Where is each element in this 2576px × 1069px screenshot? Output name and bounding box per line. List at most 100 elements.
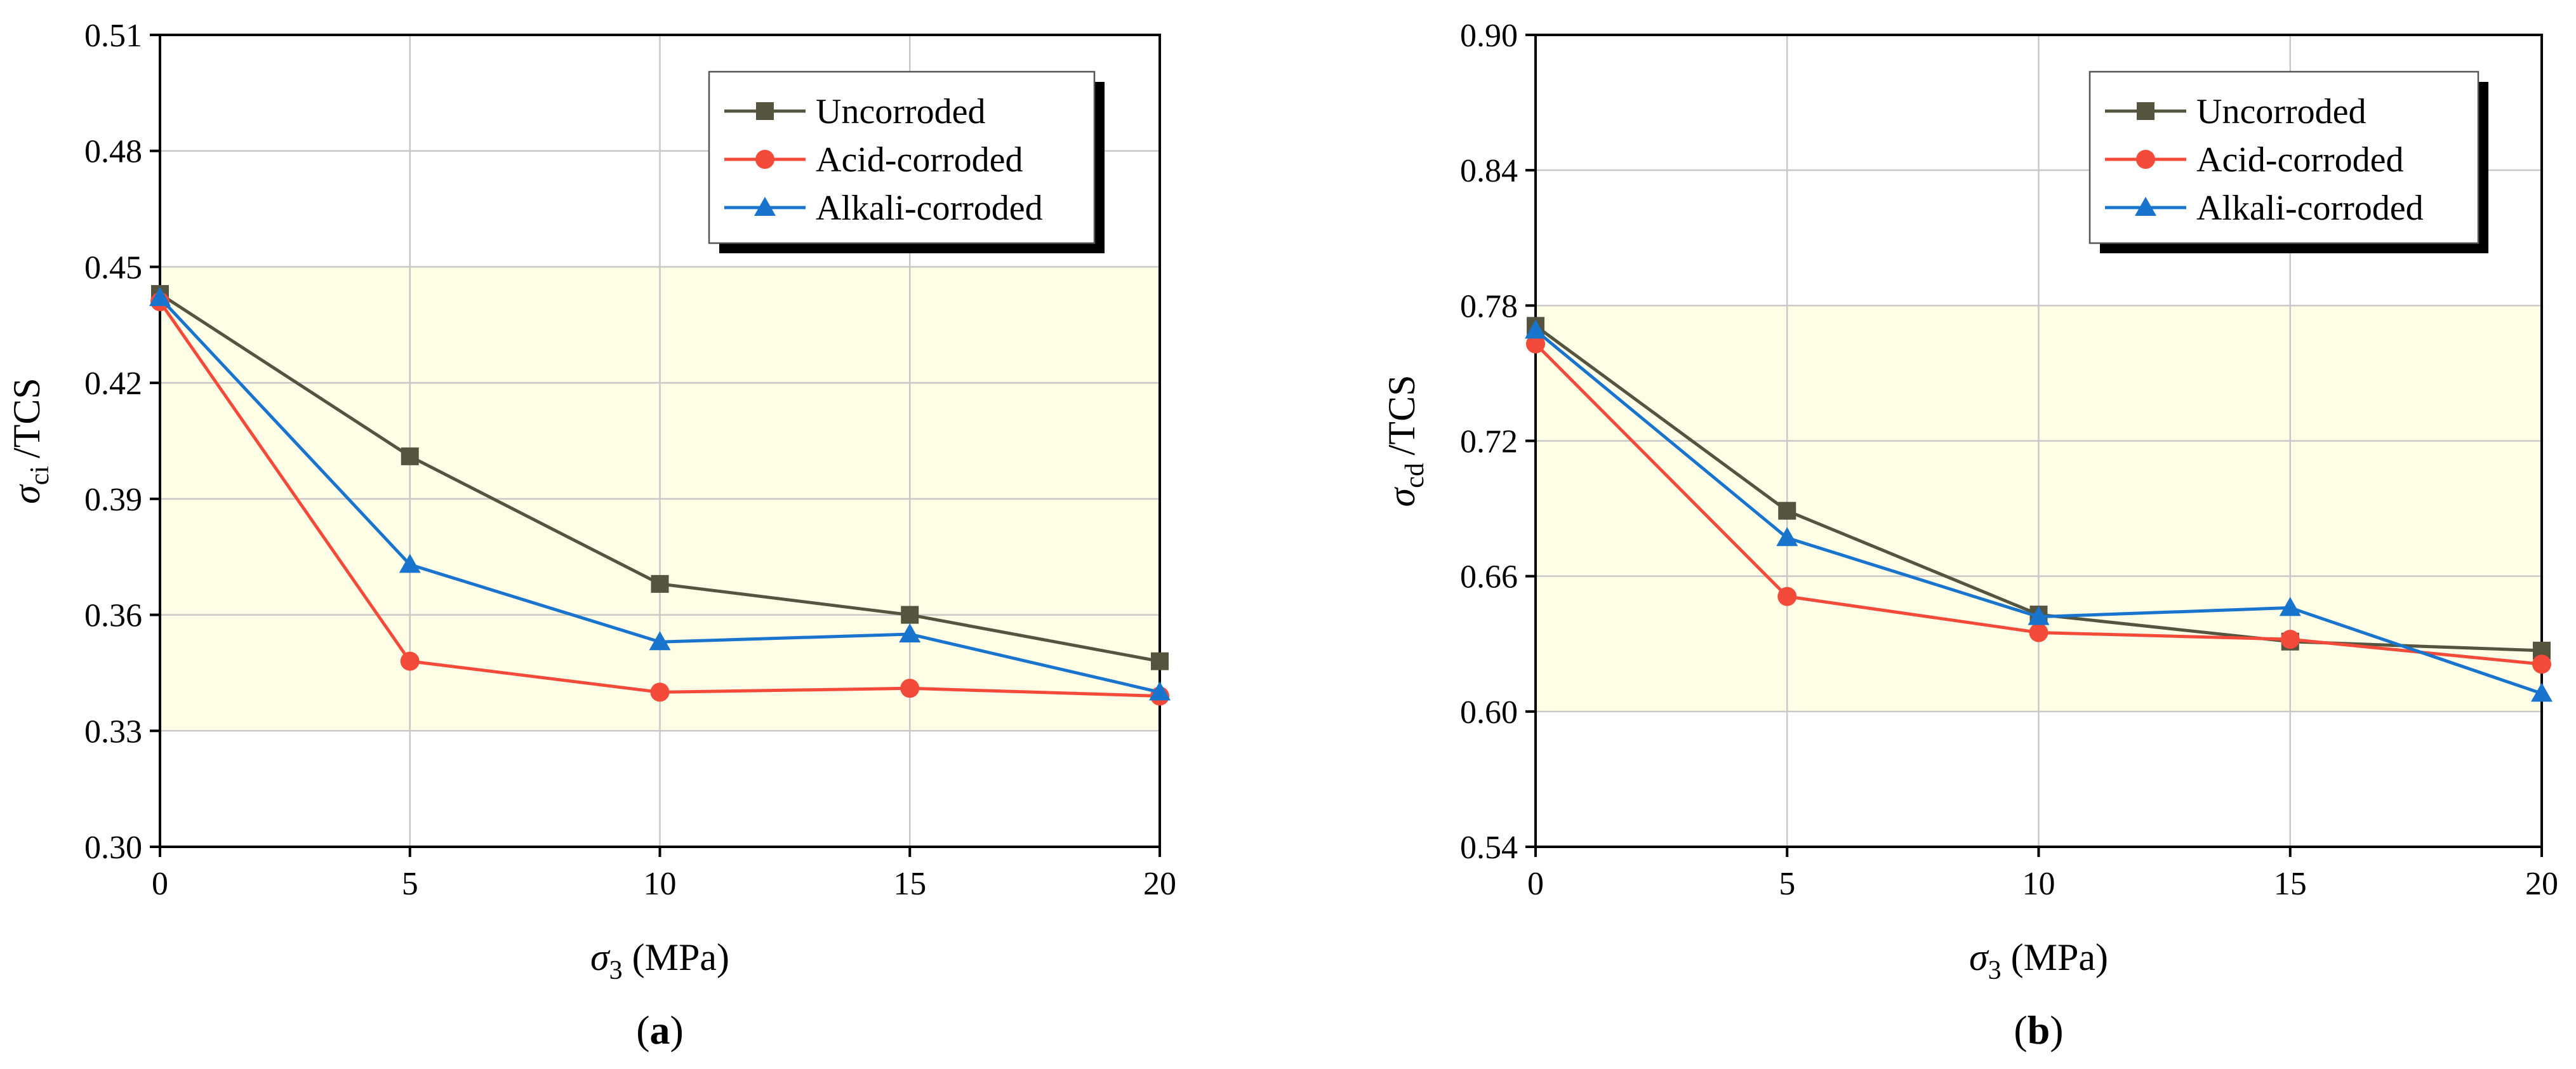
y-tick-label: 0.33 (84, 714, 142, 750)
y-axis-title-subscript: ci (25, 466, 55, 485)
y-tick-label: 0.39 (84, 482, 142, 518)
x-tick-label: 15 (2274, 866, 2307, 902)
y-tick-label: 0.48 (84, 134, 142, 170)
x-axis-title: σ3 (MPa) (1969, 936, 2108, 985)
data-point (1777, 587, 1797, 606)
x-tick-label: 10 (2022, 866, 2055, 902)
series-alkali-corroded (149, 287, 1171, 701)
legend-label: Acid-corroded (2196, 140, 2404, 180)
y-tick-label: 0.60 (1460, 694, 1518, 731)
panel-label: (b) (2014, 1007, 2063, 1052)
y-tick-label: 0.54 (1460, 830, 1518, 866)
panel-label-open: ( (636, 1007, 649, 1052)
data-point (651, 574, 669, 593)
y-tick-label: 0.84 (1460, 153, 1518, 189)
panel-label: (a) (636, 1007, 684, 1052)
y-tick-label: 0.42 (84, 366, 142, 402)
data-point (401, 447, 419, 465)
legend-entry: Uncorroded (724, 92, 985, 131)
y-axis-title: σcd/TCS (1381, 375, 1430, 507)
y-tick-label: 0.36 (84, 598, 142, 634)
data-point (649, 631, 671, 651)
legend-marker (755, 150, 774, 169)
series-acid-corroded (1526, 334, 2551, 674)
x-tick-label: 5 (402, 866, 418, 902)
x-axis-title-subscript: 3 (609, 956, 623, 985)
y-tick-label: 0.72 (1460, 424, 1518, 460)
x-tick-label: 0 (1527, 866, 1544, 902)
data-point (2531, 682, 2553, 702)
y-axis-title-rest: /TCS (6, 378, 48, 458)
panel-label-close: ) (670, 1007, 684, 1052)
data-point (1776, 527, 1798, 547)
data-point (400, 651, 420, 671)
legend-marker (756, 102, 774, 120)
y-tick-label: 0.66 (1460, 559, 1518, 595)
legend-marker (2136, 150, 2155, 169)
legend: Uncorroded Acid-corroded Alkali-corroded (708, 70, 1105, 253)
x-axis-title-symbol: σ (590, 936, 611, 978)
data-point (2532, 654, 2551, 674)
y-axis-title-symbol: σ (1381, 486, 1423, 507)
legend-label: Alkali-corroded (816, 189, 1043, 228)
x-axis-title-subscript: 3 (1988, 956, 2002, 985)
y-axis-title-symbol: σ (6, 484, 48, 504)
x-axis-title-unit: (MPa) (623, 936, 729, 978)
legend-entry: Acid-corroded (724, 140, 1023, 180)
data-point (399, 554, 421, 573)
y-tick-label: 0.78 (1460, 288, 1518, 324)
y-tick-label: 0.45 (84, 249, 142, 286)
data-point (2029, 623, 2048, 642)
x-tick-label: 15 (893, 866, 926, 902)
panel-label-open: ( (2014, 1007, 2027, 1052)
data-point (1526, 334, 1545, 354)
x-tick-label: 10 (644, 866, 677, 902)
legend-entry: Alkali-corroded (724, 189, 1043, 228)
y-axis-title-rest: /TCS (1381, 375, 1423, 456)
legend-marker (2137, 102, 2154, 120)
x-tick-label: 20 (2525, 866, 2558, 902)
chart-panel-a: 0.30 0.33 0.36 0.39 0.42 0.45 0.48 0.51 0 5 10 15 20… (6, 18, 1176, 1052)
series-uncorroded (151, 285, 1169, 670)
y-tick-label: 0.51 (84, 18, 142, 54)
legend-entry: Alkali-corroded (2105, 189, 2424, 228)
data-point (901, 606, 919, 624)
legend-label: Alkali-corroded (2196, 189, 2424, 228)
data-point (900, 679, 920, 698)
y-axis-title-subscript: cd (1400, 463, 1430, 488)
data-point (1778, 501, 1796, 520)
legend-entry: Acid-corroded (2105, 140, 2404, 180)
y-tick-label: 0.30 (84, 830, 142, 866)
panel-label-letter: b (2028, 1007, 2050, 1052)
x-axis-title-symbol: σ (1969, 936, 1989, 978)
x-tick-label: 5 (1779, 866, 1795, 902)
data-point (899, 623, 921, 643)
legend-label: Acid-corroded (816, 140, 1023, 180)
legend-marker (2135, 197, 2156, 216)
data-point (1151, 652, 1169, 670)
data-point (1149, 681, 1171, 701)
data-point (2279, 597, 2301, 616)
panel-label-letter: a (650, 1007, 670, 1052)
legend-entry: Uncorroded (2105, 92, 2366, 131)
x-tick-label: 0 (152, 866, 168, 902)
data-point (2280, 630, 2300, 649)
legend-label: Uncorroded (2196, 92, 2366, 131)
y-tick-label: 0.90 (1460, 18, 1518, 54)
data-point (149, 287, 171, 307)
panel-label-close: ) (2050, 1007, 2063, 1052)
data-point (1525, 319, 1546, 339)
x-axis-title-unit: (MPa) (2002, 936, 2108, 978)
legend-marker (754, 197, 776, 216)
data-point (650, 682, 670, 702)
x-axis-title: σ3 (MPa) (590, 936, 729, 985)
x-tick-label: 20 (1143, 866, 1176, 902)
y-axis-title: σci/TCS (6, 378, 55, 504)
series-alkali-corroded (1525, 319, 2553, 702)
legend: Uncorroded Acid-corroded Alkali-corroded (2088, 70, 2488, 253)
data-point (2028, 606, 2050, 625)
legend-label: Uncorroded (816, 92, 985, 131)
